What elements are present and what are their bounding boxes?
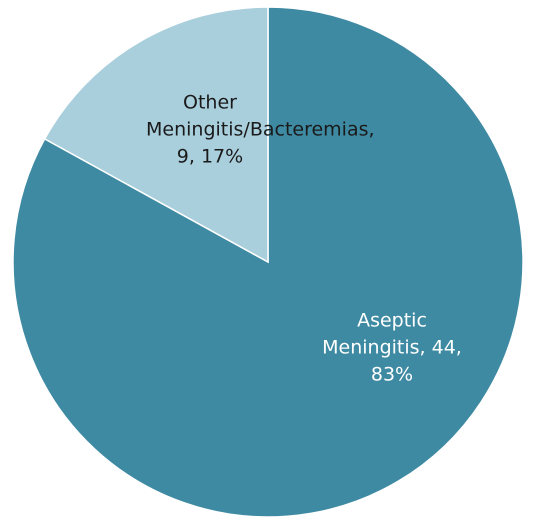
- data-label: Aseptic Meningitis, 44, 83%: [322, 309, 462, 386]
- data-label: Other Meningitis/Bacteremias, 9, 17%: [146, 91, 375, 168]
- pie-slice: [43, 6, 269, 264]
